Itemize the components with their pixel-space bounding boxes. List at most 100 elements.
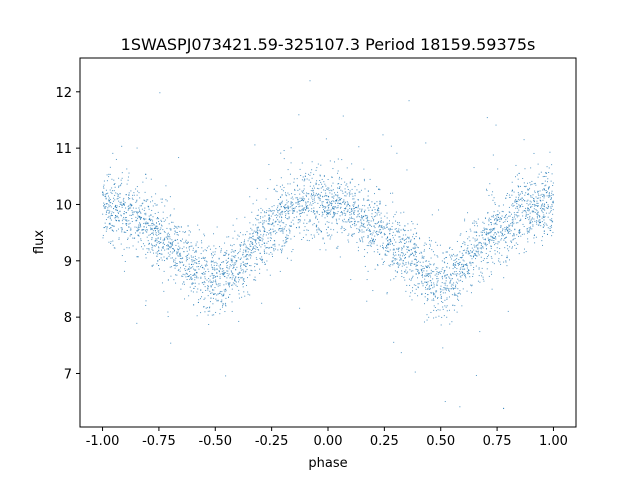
data-point bbox=[179, 262, 181, 264]
data-point bbox=[203, 233, 205, 235]
data-point bbox=[549, 195, 551, 197]
data-point bbox=[242, 272, 244, 274]
data-point bbox=[461, 266, 463, 268]
data-point bbox=[518, 209, 520, 211]
data-point bbox=[386, 292, 388, 294]
data-point bbox=[218, 265, 220, 267]
data-point bbox=[488, 275, 490, 277]
data-point bbox=[137, 256, 139, 258]
data-point bbox=[478, 242, 480, 244]
data-point bbox=[436, 275, 438, 277]
data-point bbox=[137, 211, 139, 213]
data-point bbox=[462, 266, 464, 268]
data-point bbox=[424, 242, 426, 244]
data-point bbox=[550, 210, 552, 212]
data-point bbox=[401, 255, 403, 257]
data-point bbox=[142, 243, 144, 245]
data-point bbox=[238, 320, 240, 322]
data-point bbox=[485, 252, 487, 254]
data-point bbox=[321, 183, 323, 185]
data-point bbox=[389, 233, 391, 235]
data-point bbox=[544, 222, 546, 224]
data-point bbox=[280, 248, 282, 250]
data-point bbox=[491, 239, 493, 241]
data-point bbox=[372, 232, 374, 234]
data-point bbox=[384, 254, 386, 256]
data-point bbox=[350, 226, 352, 228]
data-point bbox=[437, 273, 439, 275]
x-tick-label: 0.25 bbox=[370, 434, 399, 449]
data-point bbox=[315, 184, 317, 186]
data-point bbox=[195, 269, 197, 271]
data-point bbox=[247, 262, 249, 264]
data-point bbox=[413, 284, 415, 286]
data-point bbox=[119, 210, 121, 212]
data-point bbox=[161, 253, 163, 255]
data-point bbox=[108, 204, 110, 206]
data-point bbox=[359, 239, 361, 241]
data-point bbox=[117, 220, 119, 222]
data-point bbox=[306, 178, 308, 180]
data-point bbox=[353, 208, 355, 210]
data-point bbox=[123, 203, 125, 205]
data-point bbox=[536, 216, 538, 218]
data-point bbox=[519, 193, 521, 195]
data-point bbox=[454, 273, 456, 275]
data-point bbox=[261, 240, 263, 242]
data-point bbox=[444, 289, 446, 291]
data-point bbox=[386, 226, 388, 228]
data-point bbox=[297, 198, 299, 200]
data-point bbox=[315, 216, 317, 218]
data-point bbox=[177, 249, 179, 251]
data-point bbox=[411, 253, 413, 255]
data-point bbox=[434, 254, 436, 256]
data-point bbox=[186, 256, 188, 258]
data-point bbox=[239, 248, 241, 250]
data-point bbox=[221, 301, 223, 303]
data-point bbox=[108, 173, 110, 175]
data-point bbox=[491, 216, 493, 218]
data-point bbox=[491, 273, 493, 275]
data-point bbox=[174, 267, 176, 269]
data-point bbox=[402, 252, 404, 254]
data-point bbox=[131, 211, 133, 213]
data-point bbox=[105, 197, 107, 199]
data-point bbox=[281, 228, 283, 230]
data-point bbox=[164, 219, 166, 221]
data-point bbox=[111, 178, 113, 180]
data-point bbox=[430, 280, 432, 282]
data-point bbox=[490, 247, 492, 249]
data-point bbox=[245, 265, 247, 267]
data-point bbox=[506, 255, 508, 257]
data-point bbox=[262, 216, 264, 218]
data-point bbox=[476, 239, 478, 241]
data-point bbox=[156, 204, 158, 206]
data-point bbox=[490, 219, 492, 221]
data-point bbox=[344, 181, 346, 183]
data-point bbox=[499, 248, 501, 250]
data-point bbox=[369, 233, 371, 235]
data-point bbox=[373, 230, 375, 232]
data-point bbox=[467, 212, 469, 214]
data-point bbox=[490, 245, 492, 247]
data-point bbox=[195, 251, 197, 253]
data-point bbox=[327, 235, 329, 237]
data-point bbox=[515, 164, 517, 166]
data-point bbox=[203, 268, 205, 270]
data-point bbox=[412, 247, 414, 249]
data-point bbox=[451, 283, 453, 285]
data-point bbox=[272, 244, 274, 246]
data-point bbox=[150, 201, 152, 203]
data-point bbox=[267, 187, 269, 189]
data-point bbox=[130, 233, 132, 235]
data-point bbox=[151, 227, 153, 229]
data-point bbox=[119, 201, 121, 203]
data-point bbox=[207, 314, 209, 316]
data-point bbox=[415, 259, 417, 261]
data-point bbox=[327, 201, 329, 203]
data-point bbox=[170, 214, 172, 216]
data-point bbox=[116, 209, 118, 211]
data-point bbox=[547, 204, 549, 206]
data-point bbox=[105, 195, 107, 197]
data-point bbox=[188, 295, 190, 297]
